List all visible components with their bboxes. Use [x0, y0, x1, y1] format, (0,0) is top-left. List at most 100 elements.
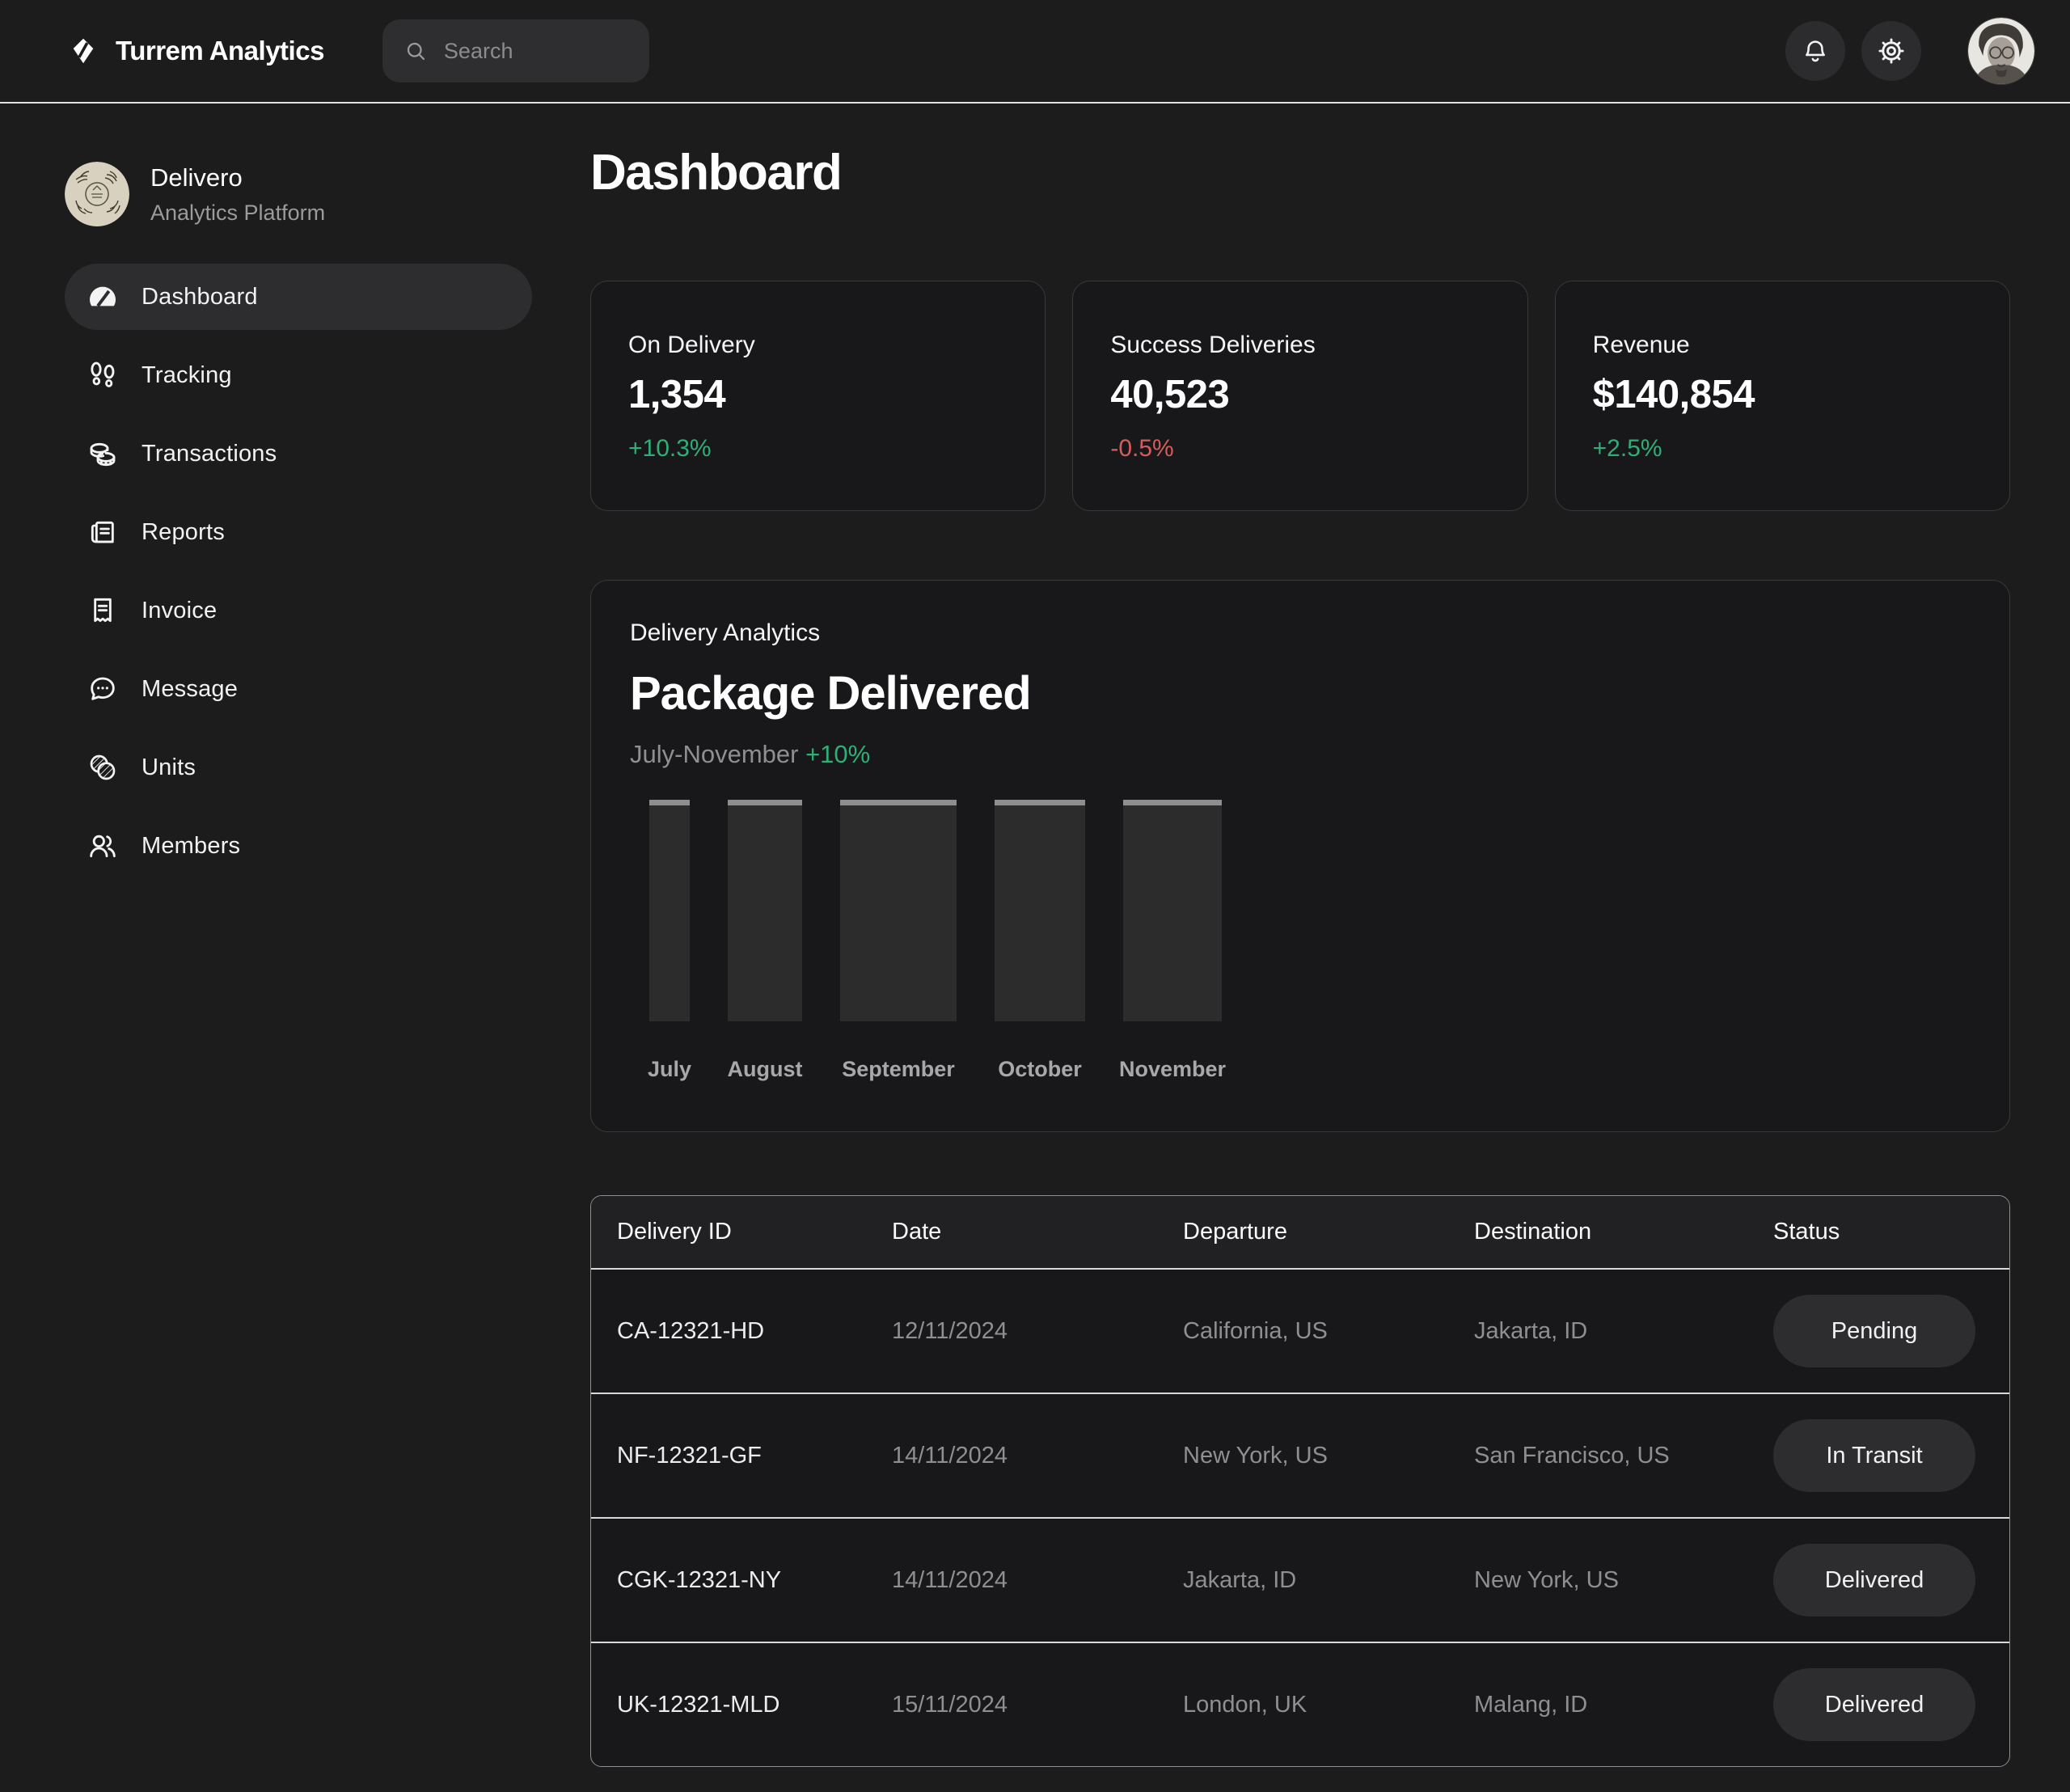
table-row-ca-12321-hd[interactable]: CA-12321-HD12/11/2024California, USJakar… — [591, 1268, 2009, 1393]
user-avatar-image — [1968, 18, 2034, 84]
cell-status: In Transit — [1747, 1419, 2009, 1492]
cell-status: Delivered — [1747, 1544, 2009, 1617]
sidebar-item-transactions[interactable]: Transactions — [65, 421, 532, 487]
cell-status: Delivered — [1747, 1668, 2009, 1741]
bar-column-november: November — [1123, 800, 1222, 1082]
status-badge-delivered[interactable]: Delivered — [1773, 1544, 1975, 1617]
sidebar-item-label: Reports — [142, 519, 225, 546]
page-title: Dashboard — [590, 144, 2010, 201]
bar-label: July — [648, 1057, 691, 1082]
table-row-nf-12321-gf[interactable]: NF-12321-GF14/11/2024New York, USSan Fra… — [591, 1393, 2009, 1517]
report-icon — [87, 516, 119, 548]
chart-range-text: July-November — [630, 740, 798, 768]
stats-grid: On Delivery1,354+10.3% Success Deliveries… — [590, 281, 2010, 511]
cell-destination: New York, US — [1448, 1567, 1747, 1594]
cell-delivery-id: CGK-12321-NY — [591, 1567, 866, 1594]
sidebar-item-label: Transactions — [142, 441, 277, 467]
topbar: Turrem Analytics — [0, 0, 2070, 104]
stat-value: $140,854 — [1593, 372, 1972, 417]
bar-november — [1123, 800, 1222, 1021]
bar-chart: July August September October November — [649, 800, 1971, 1082]
delivery-analytics-card: Delivery Analytics Package Delivered Jul… — [590, 580, 2010, 1132]
search-icon — [403, 39, 428, 63]
cell-date: 14/11/2024 — [866, 1443, 1157, 1469]
sidebar-item-label: Units — [142, 754, 196, 781]
column-header-date: Date — [866, 1219, 1157, 1245]
chart-title: Package Delivered — [630, 666, 1971, 721]
stat-value: 40,523 — [1110, 372, 1489, 417]
column-header-destination: Destination — [1448, 1219, 1747, 1245]
cell-delivery-id: UK-12321-MLD — [591, 1692, 866, 1718]
sidebar-item-label: Dashboard — [142, 284, 258, 311]
workspace-meta: Delivero Analytics Platform — [150, 163, 325, 226]
sidebar-item-label: Invoice — [142, 598, 217, 624]
column-header-status: Status — [1747, 1219, 2009, 1245]
stat-card-revenue: Revenue$140,854+2.5% — [1555, 281, 2010, 511]
status-badge-pending[interactable]: Pending — [1773, 1295, 1975, 1367]
cell-date: 12/11/2024 — [866, 1318, 1157, 1345]
search-box[interactable] — [382, 19, 649, 82]
sidebar-item-invoice[interactable]: Invoice — [65, 577, 532, 644]
status-badge-delivered[interactable]: Delivered — [1773, 1668, 1975, 1741]
workspace-name: Delivero — [150, 163, 325, 192]
cell-destination: Jakarta, ID — [1448, 1318, 1747, 1345]
stat-label: On Delivery — [628, 332, 1008, 359]
sidebar-item-message[interactable]: Message — [65, 656, 532, 722]
chat-icon — [87, 673, 119, 705]
cell-departure: California, US — [1157, 1318, 1448, 1345]
bar-column-july: July — [649, 800, 690, 1082]
bar-label: August — [728, 1057, 803, 1082]
workspace-subtitle: Analytics Platform — [150, 201, 325, 226]
stat-delta: +10.3% — [628, 435, 1008, 463]
workspace: Delivero Analytics Platform — [65, 162, 590, 226]
table-row-uk-12321-mld[interactable]: UK-12321-MLD15/11/2024London, UKMalang, … — [591, 1642, 2009, 1766]
user-avatar[interactable] — [1968, 18, 2034, 84]
notifications-button[interactable] — [1785, 21, 1845, 81]
layout: Delivero Analytics Platform Dashboard Tra… — [0, 104, 2070, 1790]
sidebar-item-units[interactable]: Units — [65, 734, 532, 801]
coins-icon — [87, 437, 119, 470]
sidebar-item-label: Message — [142, 676, 238, 703]
footprints-icon — [87, 359, 119, 391]
chart-delta: +10% — [805, 740, 870, 768]
topbar-actions — [1785, 18, 2034, 84]
cell-departure: Jakarta, ID — [1157, 1567, 1448, 1594]
search-input[interactable] — [442, 38, 628, 65]
stat-label: Success Deliveries — [1110, 332, 1489, 359]
gear-icon — [1877, 36, 1906, 66]
bell-icon — [1801, 36, 1830, 66]
cell-status: Pending — [1747, 1295, 2009, 1367]
brand-diamond-icon — [69, 36, 98, 66]
chart-eyebrow: Delivery Analytics — [630, 619, 1971, 647]
cell-date: 15/11/2024 — [866, 1692, 1157, 1718]
brand-name: Turrem Analytics — [116, 36, 324, 66]
members-icon — [87, 830, 119, 862]
sidebar-item-reports[interactable]: Reports — [65, 499, 532, 565]
stat-card-on-delivery: On Delivery1,354+10.3% — [590, 281, 1046, 511]
sidebar-item-label: Members — [142, 833, 240, 860]
bar-label: November — [1119, 1057, 1226, 1082]
status-badge-in-transit[interactable]: In Transit — [1773, 1419, 1975, 1492]
sidebar-item-dashboard[interactable]: Dashboard — [65, 264, 532, 330]
bar-label: October — [998, 1057, 1082, 1082]
settings-button[interactable] — [1861, 21, 1921, 81]
cell-departure: New York, US — [1157, 1443, 1448, 1469]
stat-delta: +2.5% — [1593, 435, 1972, 463]
bar-october — [995, 800, 1085, 1021]
sidebar-item-label: Tracking — [142, 362, 232, 389]
gauge-icon — [87, 281, 119, 313]
sidebar-item-tracking[interactable]: Tracking — [65, 342, 532, 408]
brand: Turrem Analytics — [69, 36, 324, 66]
cell-departure: London, UK — [1157, 1692, 1448, 1718]
table-header-row: Delivery IDDateDepartureDestinationStatu… — [591, 1196, 2009, 1268]
cell-destination: San Francisco, US — [1448, 1443, 1747, 1469]
cell-delivery-id: NF-12321-GF — [591, 1443, 866, 1469]
table-row-cgk-12321-ny[interactable]: CGK-12321-NY14/11/2024Jakarta, IDNew Yor… — [591, 1517, 2009, 1642]
cell-date: 14/11/2024 — [866, 1567, 1157, 1594]
bar-column-august: August — [728, 800, 802, 1082]
bar-column-october: October — [995, 800, 1085, 1082]
sidebar-item-members[interactable]: Members — [65, 813, 532, 879]
bar-column-september: September — [840, 800, 957, 1082]
stat-card-success-deliveries: Success Deliveries40,523-0.5% — [1072, 281, 1527, 511]
sidebar: Delivero Analytics Platform Dashboard Tra… — [0, 104, 590, 1790]
